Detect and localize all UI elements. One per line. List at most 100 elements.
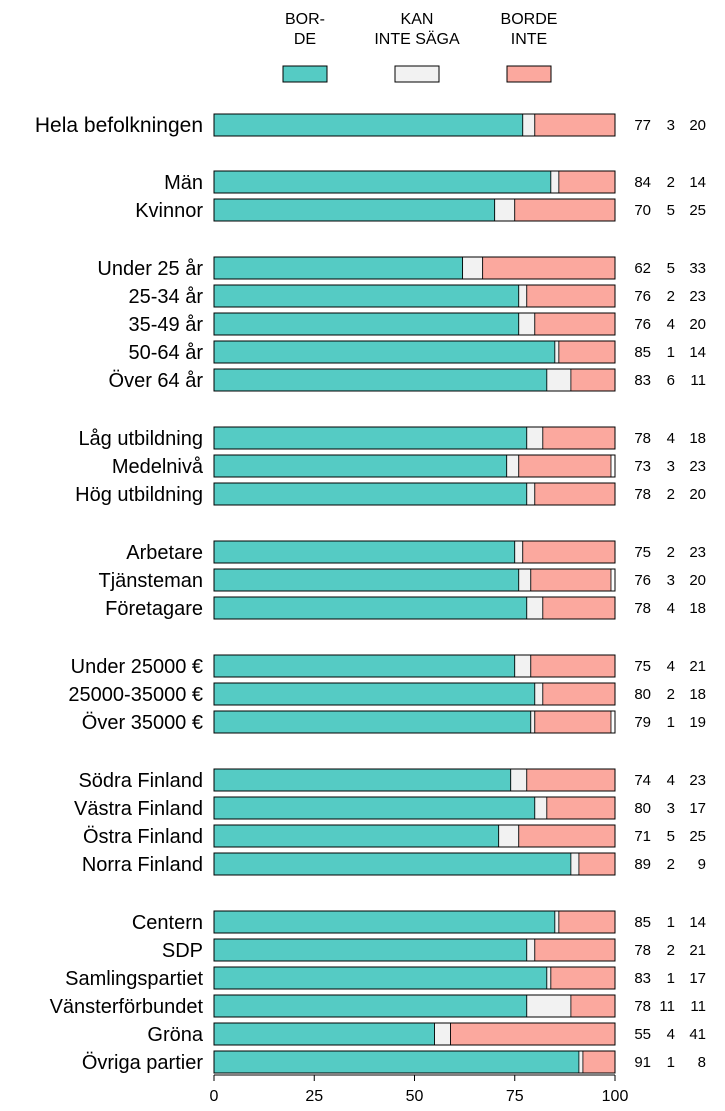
bar-segment	[514, 654, 532, 678]
row-label: 35-49 år	[129, 314, 204, 336]
row-label: Låg utbildning	[78, 428, 203, 450]
bar-segment	[534, 796, 548, 820]
bar-segment	[530, 568, 612, 592]
bar-segment	[526, 938, 536, 962]
bar-segment	[213, 710, 532, 734]
value-label: 2	[667, 544, 675, 561]
bar-outline	[213, 994, 616, 1018]
value-label: 23	[689, 772, 706, 789]
value-label: 20	[689, 316, 706, 333]
x-tick-label: 25	[305, 1088, 323, 1105]
bar-segment	[518, 568, 532, 592]
value-label: 78	[634, 430, 651, 447]
value-label: 1	[667, 344, 675, 361]
value-label: 4	[667, 316, 675, 333]
bar-segment	[462, 256, 484, 280]
bar-outline	[213, 482, 616, 506]
bar-segment	[542, 596, 616, 620]
value-label: 76	[634, 572, 651, 589]
bar-outline	[213, 368, 616, 392]
row-label: Tjänsteman	[99, 570, 204, 592]
bar-segment	[482, 256, 616, 280]
bar-segment	[213, 284, 520, 308]
row-label: Under 25 år	[97, 258, 203, 280]
value-label: 14	[689, 344, 706, 361]
bar-outline	[213, 426, 616, 450]
bar-segment	[213, 966, 548, 990]
legend-label: DE	[294, 31, 316, 48]
value-label: 2	[667, 288, 675, 305]
value-label: 78	[634, 998, 651, 1015]
bar-segment	[450, 1022, 616, 1046]
bar-segment	[213, 1050, 580, 1074]
bar-segment	[558, 340, 616, 364]
bar-segment	[213, 1022, 435, 1046]
row-label: Under 25000 €	[71, 656, 203, 678]
bar-segment	[534, 682, 544, 706]
row-label: Hela befolkningen	[35, 114, 203, 137]
bar-segment	[213, 910, 556, 934]
value-label: 4	[667, 658, 675, 675]
bar-outline	[213, 910, 616, 934]
value-label: 5	[667, 260, 675, 277]
bar-segment	[526, 482, 536, 506]
row-label: Män	[164, 172, 203, 194]
bar-outline	[213, 596, 616, 620]
bar-segment	[213, 426, 528, 450]
bar-segment	[213, 768, 512, 792]
bar-segment	[530, 710, 536, 734]
value-label: 2	[667, 486, 675, 503]
row-label: Övriga partier	[82, 1052, 203, 1074]
bar-segment	[578, 852, 616, 876]
value-label: 1	[667, 970, 675, 987]
value-label: 14	[689, 914, 706, 931]
row-label: Medelnivå	[112, 456, 204, 478]
value-label: 19	[689, 714, 706, 731]
value-label: 1	[667, 1054, 675, 1071]
row-label: 25-34 år	[129, 286, 204, 308]
value-label: 8	[698, 1054, 706, 1071]
value-label: 3	[667, 117, 675, 134]
bar-segment	[213, 368, 548, 392]
value-label: 33	[689, 260, 706, 277]
value-label: 83	[634, 970, 651, 987]
bar-segment	[534, 113, 616, 137]
bar-outline	[213, 568, 616, 592]
bar-segment	[434, 1022, 451, 1046]
row-label: SDP	[162, 940, 203, 962]
x-tick-label: 75	[506, 1088, 524, 1105]
bar-segment	[213, 340, 556, 364]
value-label: 70	[634, 202, 651, 219]
row-label: 25000-35000 €	[68, 684, 203, 706]
bar-segment	[518, 312, 536, 336]
legend-label: BORDE	[501, 11, 558, 28]
legend: BOR- DE KAN INTE SÄGA BORDE INTE	[282, 11, 558, 83]
value-label: 21	[689, 942, 706, 959]
bar-outline	[213, 710, 616, 734]
legend-swatch	[506, 65, 552, 83]
x-tick-label: 50	[406, 1088, 424, 1105]
bar-segment	[213, 654, 516, 678]
value-label: 2	[667, 686, 675, 703]
value-label: 11	[659, 998, 675, 1015]
value-label: 23	[689, 458, 706, 475]
bar-outline	[213, 170, 616, 194]
bar-segment	[213, 540, 516, 564]
bar-segment	[550, 170, 560, 194]
x-tick-label: 100	[602, 1088, 629, 1105]
value-label: 4	[667, 772, 675, 789]
row-label: Över 64 år	[109, 370, 204, 392]
value-label: 25	[689, 202, 706, 219]
bar-outline	[213, 1050, 616, 1074]
bar-outline	[213, 768, 616, 792]
bar-outline	[213, 454, 616, 478]
value-label: 1	[667, 914, 675, 931]
value-label: 1	[667, 714, 675, 731]
bar-outline	[213, 340, 616, 364]
bar-segment	[494, 198, 516, 222]
row-label: Gröna	[147, 1024, 203, 1046]
bar-outline	[213, 198, 616, 222]
bar-segment	[213, 312, 520, 336]
bar-segment	[510, 768, 528, 792]
